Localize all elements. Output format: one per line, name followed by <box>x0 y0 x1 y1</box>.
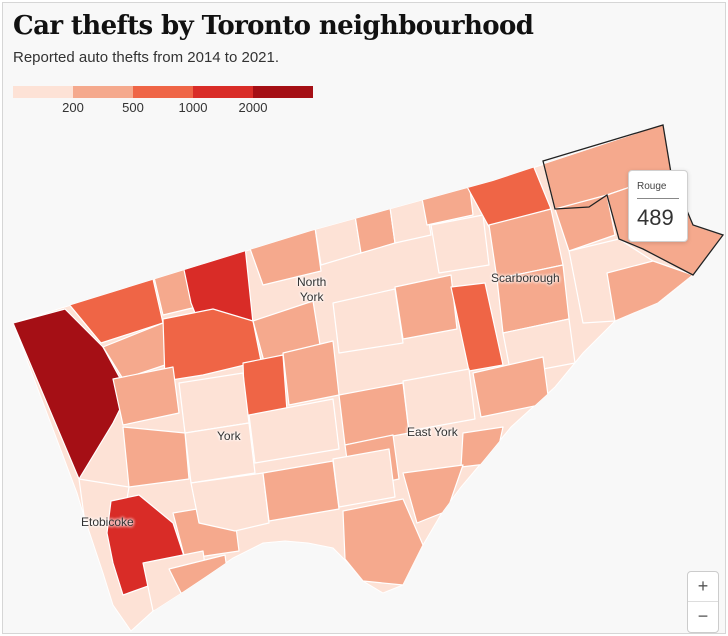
neighbourhood[interactable] <box>554 194 616 252</box>
legend-swatch-5 <box>253 86 313 98</box>
neighbourhood[interactable] <box>394 274 458 340</box>
tooltip-divider <box>637 198 679 199</box>
choropleth-map[interactable] <box>3 3 725 633</box>
legend-label: 1000 <box>178 100 208 115</box>
rouge-highlight[interactable] <box>542 124 725 276</box>
legend-label: 500 <box>122 100 144 115</box>
neighbourhood[interactable] <box>122 426 190 488</box>
label-etobicoke: Etobicoke <box>81 515 134 529</box>
neighbourhood[interactable] <box>184 422 256 484</box>
neighbourhood[interactable] <box>190 472 270 532</box>
label-scarborough: Scarborough <box>491 271 560 285</box>
neighbourhood[interactable] <box>312 202 362 266</box>
neighbourhood[interactable] <box>282 340 340 406</box>
label-north-york: North York <box>297 275 327 304</box>
neighbourhood[interactable] <box>342 498 424 586</box>
zoom-in-button[interactable]: + <box>688 572 718 602</box>
neighbourhood[interactable] <box>112 366 180 426</box>
neighbourhood[interactable] <box>178 372 250 434</box>
neighbourhood[interactable] <box>352 192 396 254</box>
neighbourhood[interactable] <box>332 448 396 508</box>
neighbourhood[interactable] <box>262 460 340 522</box>
legend-label: 200 <box>62 100 84 115</box>
legend-swatch-3 <box>133 86 193 98</box>
neighbourhood[interactable] <box>402 368 476 432</box>
neighbourhood[interactable] <box>338 382 410 446</box>
tooltip-name: Rouge <box>637 181 667 192</box>
page-subtitle: Reported auto thefts from 2014 to 2021. <box>13 49 280 66</box>
neighbourhood[interactable] <box>606 260 694 322</box>
page-title: Car thefts by Toronto neighbourhood <box>13 11 534 41</box>
legend-swatch-4 <box>193 86 253 98</box>
color-legend: 200 500 1000 2000 <box>13 83 313 119</box>
neighbourhood-tooltip: Rouge 489 <box>628 170 688 242</box>
label-york: York <box>217 429 241 443</box>
legend-swatch-2 <box>73 86 133 98</box>
legend-label: 2000 <box>238 100 268 115</box>
label-east-york: East York <box>407 425 458 439</box>
neighbourhood[interactable] <box>242 354 288 418</box>
neighbourhood[interactable] <box>248 398 340 464</box>
zoom-out-button[interactable]: − <box>697 606 709 626</box>
neighbourhood[interactable] <box>460 426 504 468</box>
neighbourhood[interactable] <box>450 282 504 372</box>
zoom-control: + − <box>687 571 719 633</box>
tooltip-value: 489 <box>637 205 674 230</box>
neighbourhood[interactable] <box>332 288 404 354</box>
legend-swatch-1 <box>13 86 73 98</box>
neighbourhood[interactable] <box>430 214 490 274</box>
